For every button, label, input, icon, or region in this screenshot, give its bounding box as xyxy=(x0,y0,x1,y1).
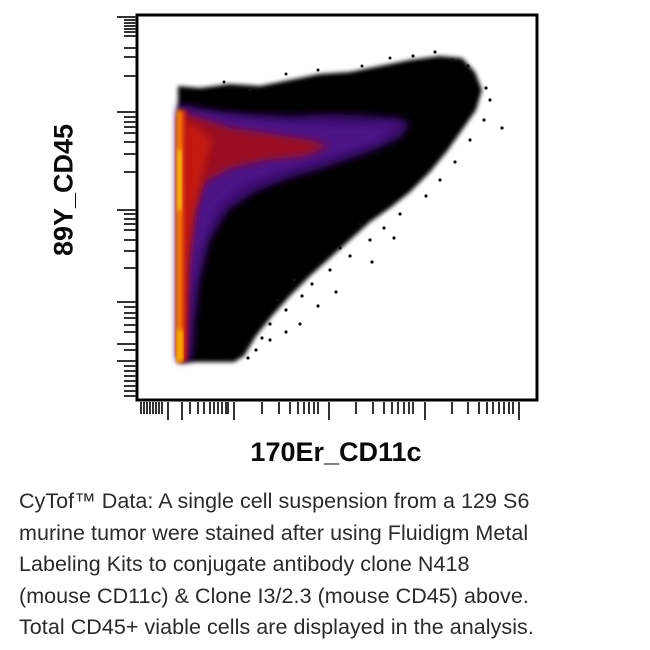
density-layer-low xyxy=(178,104,410,362)
caption-line: Total CD45+ viable cells are displayed i… xyxy=(19,615,534,639)
plot-frame xyxy=(135,13,539,402)
caption-line: murine tumor were stained after using Fl… xyxy=(19,520,529,545)
caption-line: CyTof™ Data: A single cell suspension fr… xyxy=(19,489,530,513)
x-axis-ticks xyxy=(140,402,520,420)
y-axis-ticks xyxy=(117,16,136,397)
density-layer-high xyxy=(177,110,189,362)
outlier-dots xyxy=(222,50,504,360)
x-axis-label: 170Er_CD11c xyxy=(250,437,422,467)
caption-line: (mouse CD11c) & Clone I3/2.3 (mouse CD45… xyxy=(19,583,529,608)
cytof-figure: 89Y_CD45 170Er_CD11c xyxy=(48,13,539,467)
density-scatter-plot xyxy=(117,13,539,420)
caption-line: Labeling Kits to conjugate antibody clon… xyxy=(19,552,470,576)
y-axis-label: 89Y_CD45 xyxy=(48,123,79,257)
figure-caption: CyTof™ Data: A single cell suspension fr… xyxy=(19,486,644,644)
